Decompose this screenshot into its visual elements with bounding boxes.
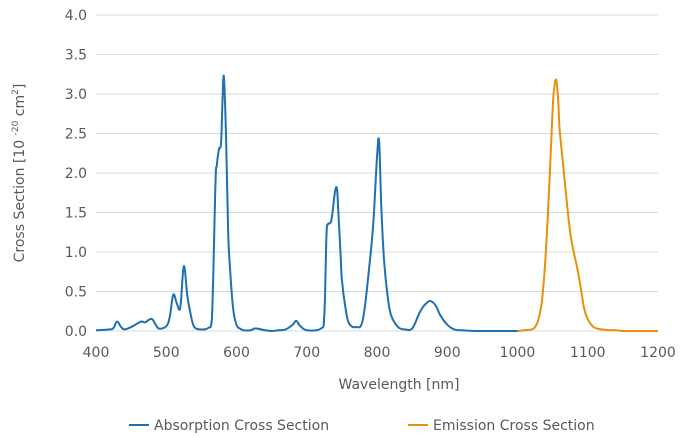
series-line-emission	[517, 78, 658, 332]
y-tick-label: 0.0	[65, 324, 87, 340]
y-tick-label: 1.5	[65, 206, 87, 222]
x-tick-labels: 400 500 600 700 800 900 1000 1100 1200	[83, 345, 676, 361]
x-tick-label: 800	[364, 345, 391, 361]
legend-label-absorption: Absorption Cross Section	[154, 418, 329, 434]
y-axis-title-exponent: -20	[11, 120, 21, 135]
y-tick-label: 3.0	[65, 87, 87, 103]
y-axis-title: Cross Section [10 -20 cm2]	[11, 84, 28, 263]
x-tick-label: 1100	[570, 345, 606, 361]
x-tick-label: 900	[434, 345, 461, 361]
series-line-absorption	[95, 74, 518, 332]
y-axis-title-end: ]	[12, 84, 28, 89]
y-tick-label: 2.0	[65, 166, 87, 182]
y-tick-label: 1.0	[65, 245, 87, 261]
x-tick-label: 400	[83, 345, 110, 361]
y-axis-title-part: Cross Section [10	[12, 135, 28, 262]
y-tick-label: 0.5	[65, 285, 87, 301]
legend: Absorption Cross Section Emission Cross …	[129, 418, 595, 434]
series-layer	[95, 74, 658, 332]
y-tick-label: 3.5	[65, 48, 87, 64]
x-tick-label: 700	[293, 345, 320, 361]
y-axis-title-unit: cm	[12, 95, 28, 121]
y-tick-label: 4.0	[65, 8, 87, 24]
x-tick-label: 600	[223, 345, 250, 361]
y-tick-label: 2.5	[65, 127, 87, 143]
x-tick-label: 500	[153, 345, 180, 361]
x-axis-title: Wavelength [nm]	[339, 377, 460, 393]
legend-label-emission: Emission Cross Section	[433, 418, 595, 434]
x-tick-label: 1200	[640, 345, 676, 361]
y-tick-labels: 0.0 0.5 1.0 1.5 2.0 2.5 3.0 3.5 4.0	[65, 8, 87, 340]
x-tick-label: 1000	[500, 345, 536, 361]
y-axis-title-unit-exponent: 2	[11, 89, 21, 95]
